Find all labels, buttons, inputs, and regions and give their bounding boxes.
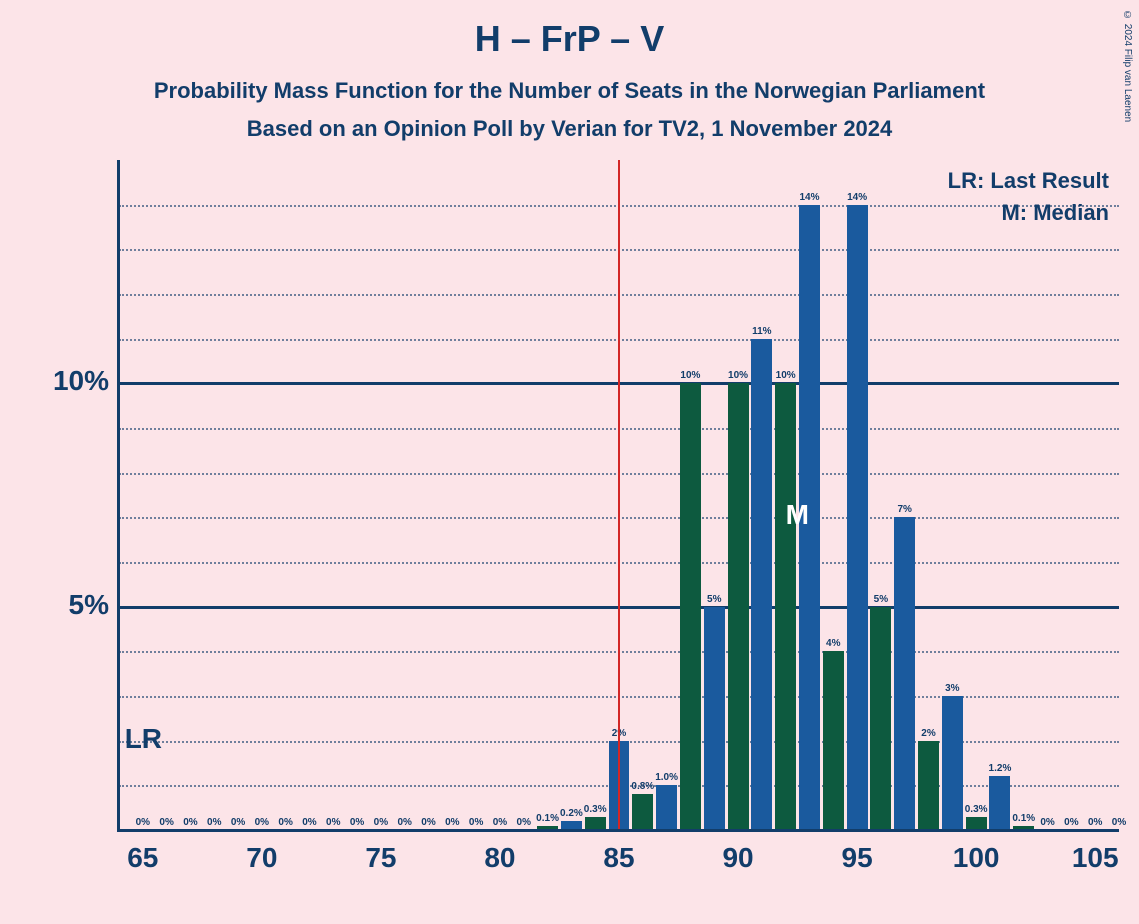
bar-value-label: 2% xyxy=(921,728,935,739)
bar-value-label: 0% xyxy=(278,817,292,828)
bar-value-label: 0% xyxy=(374,817,388,828)
chart-subtitle-2: Based on an Opinion Poll by Verian for T… xyxy=(0,104,1139,142)
y-tick-label: 10% xyxy=(9,365,109,397)
bar xyxy=(656,785,677,830)
bar-value-label: 0% xyxy=(207,817,221,828)
bar-value-label: 0% xyxy=(231,817,245,828)
last-result-vline xyxy=(618,160,620,830)
bar xyxy=(966,817,987,830)
bar-value-label: 1.2% xyxy=(989,763,1012,774)
bar-value-label: 0% xyxy=(397,817,411,828)
bar-value-label: 0% xyxy=(445,817,459,828)
bar-value-label: 0% xyxy=(421,817,435,828)
x-tick-label: 100 xyxy=(936,842,1016,874)
bar xyxy=(632,794,653,830)
bar-value-label: 0% xyxy=(302,817,316,828)
bar-value-label: 11% xyxy=(752,326,771,337)
x-tick-label: 65 xyxy=(103,842,183,874)
bar xyxy=(870,607,891,830)
bar xyxy=(989,776,1010,830)
bar xyxy=(585,817,606,830)
bar xyxy=(775,383,796,830)
bar-value-label: 0.1% xyxy=(536,813,559,824)
x-tick-label: 70 xyxy=(222,842,302,874)
x-axis-line xyxy=(117,829,1119,832)
bar xyxy=(704,607,725,830)
bar-value-label: 0% xyxy=(159,817,173,828)
bar-value-label: 0.3% xyxy=(965,804,988,815)
bar-value-label: 14% xyxy=(799,192,819,203)
bar xyxy=(847,205,868,830)
lr-annotation: LR xyxy=(125,723,162,755)
bar-value-label: 5% xyxy=(707,594,721,605)
x-tick-label: 95 xyxy=(817,842,897,874)
median-annotation: M xyxy=(786,499,809,531)
bar-value-label: 0% xyxy=(326,817,340,828)
bar-value-label: 0.2% xyxy=(560,808,583,819)
x-tick-label: 80 xyxy=(460,842,540,874)
bar-value-label: 1.0% xyxy=(655,772,678,783)
bar-value-label: 5% xyxy=(874,594,888,605)
y-tick-label: 5% xyxy=(9,589,109,621)
legend-median: M: Median xyxy=(1001,200,1109,226)
bar xyxy=(751,339,772,830)
x-tick-label: 85 xyxy=(579,842,659,874)
bar-value-label: 10% xyxy=(776,370,796,381)
bar-value-label: 0% xyxy=(1112,817,1126,828)
bar-value-label: 0.3% xyxy=(584,804,607,815)
bar-value-label: 0% xyxy=(136,817,150,828)
bar-value-label: 0% xyxy=(350,817,364,828)
chart-title: H – FrP – V xyxy=(0,0,1139,60)
bar-value-label: 0.8% xyxy=(631,781,654,792)
bar xyxy=(918,741,939,830)
bar xyxy=(894,517,915,830)
bar-value-label: 14% xyxy=(847,192,867,203)
bar xyxy=(942,696,963,830)
bar-value-label: 0.1% xyxy=(1012,813,1035,824)
y-axis-line xyxy=(117,160,120,830)
bar-value-label: 0% xyxy=(1040,817,1054,828)
legend-last-result: LR: Last Result xyxy=(948,168,1109,194)
bar-value-label: 0% xyxy=(517,817,531,828)
bar xyxy=(680,383,701,830)
bar-value-label: 7% xyxy=(897,504,911,515)
bar-value-label: 10% xyxy=(680,370,700,381)
bar-value-label: 0% xyxy=(255,817,269,828)
bar-value-label: 3% xyxy=(945,683,959,694)
x-tick-label: 75 xyxy=(341,842,421,874)
bar-value-label: 0% xyxy=(469,817,483,828)
bar-value-label: 4% xyxy=(826,638,840,649)
bar-value-label: 0% xyxy=(493,817,507,828)
bar xyxy=(823,651,844,830)
bar-value-label: 0% xyxy=(1088,817,1102,828)
chart-plot-area: 0%0%0%0%0%0%0%0%0%0%0%0%0%0%0%0%0%0.1%0.… xyxy=(119,160,1119,830)
bar-value-label: 10% xyxy=(728,370,748,381)
bar-value-label: 0% xyxy=(183,817,197,828)
bar xyxy=(728,383,749,830)
copyright-text: © 2024 Filip van Laenen xyxy=(1122,10,1133,122)
bar-value-label: 0% xyxy=(1064,817,1078,828)
x-tick-label: 90 xyxy=(698,842,778,874)
x-tick-label: 105 xyxy=(1055,842,1135,874)
chart-subtitle-1: Probability Mass Function for the Number… xyxy=(0,60,1139,104)
